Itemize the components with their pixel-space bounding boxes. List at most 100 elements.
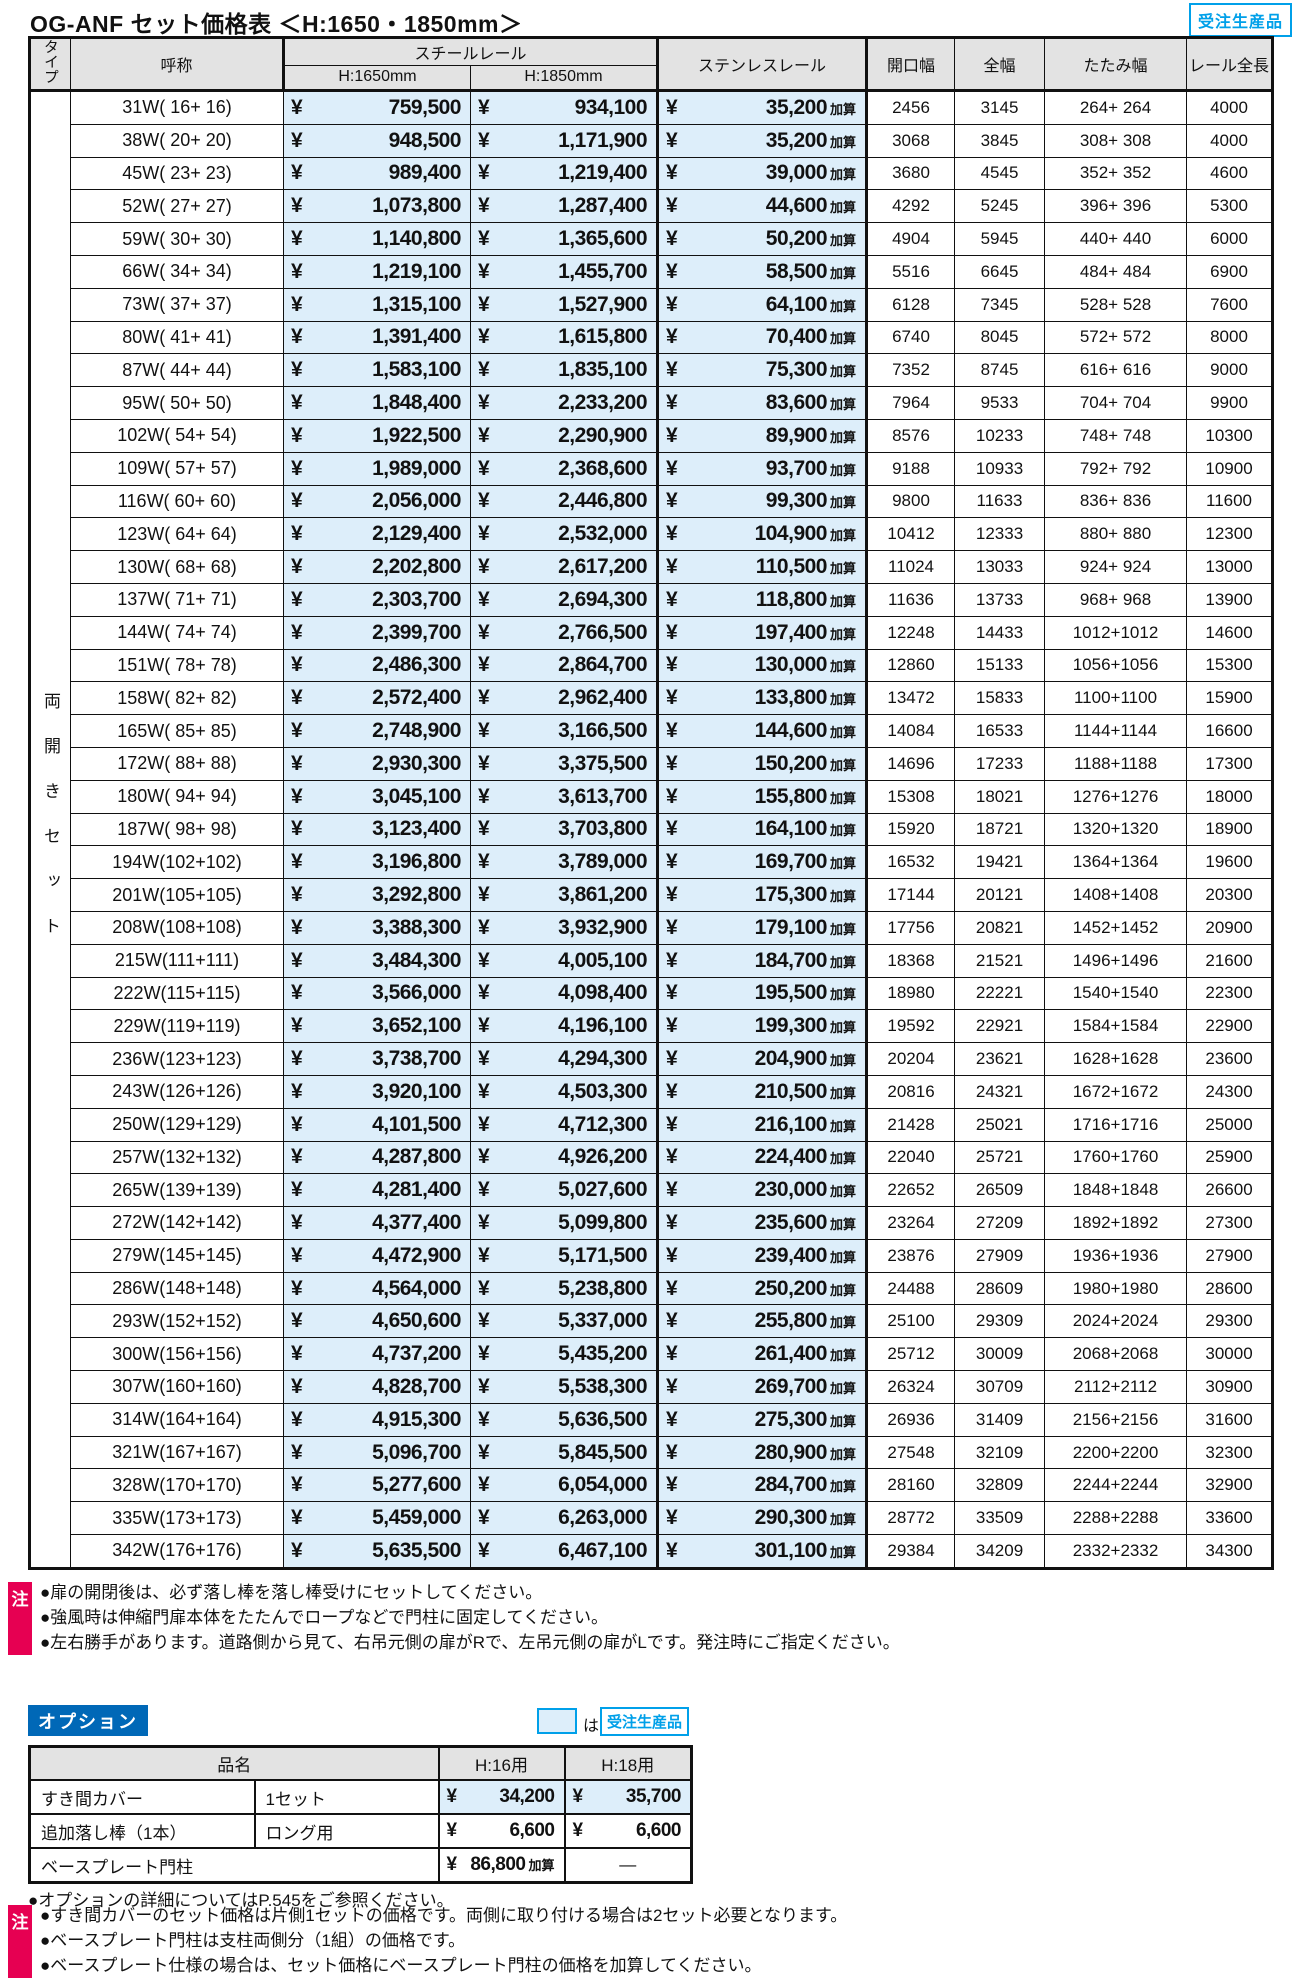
steel-1850-price: ¥3,861,200	[469, 878, 659, 912]
stainless-price: ¥195,500 加算	[656, 976, 868, 1011]
stainless-price: ¥83,600 加算	[656, 386, 868, 420]
stainless-price: ¥35,200 加算	[656, 123, 868, 158]
opening-width: 11636	[865, 582, 956, 617]
opening-width: 14696	[865, 746, 956, 781]
steel-1650-price: ¥4,287,800	[283, 1140, 471, 1175]
stainless-price: ¥93,700 加算	[656, 451, 868, 486]
steel-1650-price: ¥3,292,800	[283, 878, 471, 912]
steel-1850-price: ¥2,532,000	[469, 517, 659, 552]
steel-1650-price: ¥759,500	[283, 89, 471, 125]
rail-length: 12300	[1186, 517, 1274, 552]
model-name: 137W( 71+ 71)	[70, 582, 284, 617]
rail-length: 18900	[1186, 812, 1274, 847]
stainless-price: ¥130,000 加算	[656, 648, 868, 683]
steel-1650-price: ¥4,564,000	[283, 1271, 471, 1306]
stainless-price: ¥284,700 加算	[656, 1468, 868, 1503]
steel-1650-price: ¥2,748,900	[283, 714, 471, 748]
steel-1650-price: ¥4,650,600	[283, 1304, 471, 1339]
model-name: 180W( 94+ 94)	[70, 779, 284, 814]
full-width: 23621	[954, 1042, 1046, 1076]
stainless-price: ¥210,500 加算	[656, 1074, 868, 1109]
opening-width: 22040	[865, 1140, 956, 1175]
option-price-h16: ¥6,600	[437, 1813, 566, 1849]
spec-row: 80W( 41+ 41) ¥1,391,400 ¥1,615,800 ¥70,400 加…	[30, 320, 1274, 355]
folding-width: 748+ 748	[1044, 418, 1188, 453]
spec-row: 286W(148+148) ¥4,564,000 ¥5,238,800 ¥250,20…	[30, 1271, 1274, 1306]
spec-row: 321W(167+167) ¥5,096,700 ¥5,845,500 ¥280,90…	[30, 1435, 1274, 1470]
opening-width: 11024	[865, 550, 956, 584]
model-name: 229W(119+119)	[70, 1009, 284, 1044]
stainless-price: ¥290,300 加算	[656, 1501, 868, 1536]
steel-1850-price: ¥1,835,100	[469, 353, 659, 388]
full-width: 32809	[954, 1468, 1046, 1503]
model-name: 222W(115+115)	[70, 976, 284, 1011]
full-width: 5945	[954, 222, 1046, 256]
folding-width: 1628+1628	[1044, 1042, 1188, 1076]
opening-width: 4904	[865, 222, 956, 256]
spec-row: 123W( 64+ 64) ¥2,129,400 ¥2,532,000 ¥104,90…	[30, 517, 1274, 552]
folding-width: 968+ 968	[1044, 582, 1188, 617]
model-name: 243W(126+126)	[70, 1074, 284, 1109]
full-width: 15133	[954, 648, 1046, 683]
spec-row: 187W( 98+ 98) ¥3,123,400 ¥3,703,800 ¥164,10…	[30, 812, 1274, 847]
spec-row: 236W(123+123) ¥3,738,700 ¥4,294,300 ¥204,90…	[30, 1042, 1274, 1076]
model-name: 321W(167+167)	[70, 1435, 284, 1470]
model-name: 328W(170+170)	[70, 1468, 284, 1503]
steel-1650-price: ¥4,101,500	[283, 1107, 471, 1142]
full-width: 13033	[954, 550, 1046, 584]
steel-1650-price: ¥1,073,800	[283, 189, 471, 224]
folding-width: 1364+1364	[1044, 845, 1188, 880]
folding-width: 836+ 836	[1044, 484, 1188, 519]
steel-1650-price: ¥5,096,700	[283, 1435, 471, 1470]
opening-width: 20204	[865, 1042, 956, 1076]
rail-length: 27900	[1186, 1238, 1274, 1273]
note-line: ●扉の開閉後は、必ず落し棒を落し棒受けにセットしてください。	[40, 1583, 543, 1602]
spec-row: 194W(102+102) ¥3,196,800 ¥3,789,000 ¥169,70…	[30, 845, 1274, 880]
steel-1850-price: ¥4,196,100	[469, 1009, 659, 1044]
rail-length: 4000	[1186, 123, 1274, 158]
rail-length: 25900	[1186, 1140, 1274, 1175]
steel-1650-price: ¥5,277,600	[283, 1468, 471, 1503]
rail-length: 8000	[1186, 320, 1274, 355]
stainless-price: ¥50,200 加算	[656, 222, 868, 256]
folding-width: 1320+1320	[1044, 812, 1188, 847]
option-name: ベースプレート門柱	[28, 1847, 440, 1884]
steel-1850-price: ¥3,932,900	[469, 910, 659, 945]
folding-width: 1848+1848	[1044, 1173, 1188, 1208]
steel-1650-price: ¥1,848,400	[283, 386, 471, 420]
folding-width: 308+ 308	[1044, 123, 1188, 158]
model-name: 66W( 34+ 34)	[70, 254, 284, 289]
option-price-h16: ¥34,200	[437, 1779, 566, 1815]
rail-length: 31600	[1186, 1402, 1274, 1437]
spec-row: 201W(105+105) ¥3,292,800 ¥3,861,200 ¥175,30…	[30, 878, 1274, 912]
option-row: ベースプレート門柱 ¥86,800 加算 ―	[28, 1847, 693, 1884]
stainless-price: ¥164,100 加算	[656, 812, 868, 847]
rail-length: 25000	[1186, 1107, 1274, 1142]
steel-1850-price: ¥5,099,800	[469, 1206, 659, 1240]
stainless-price: ¥224,400 加算	[656, 1140, 868, 1175]
full-width: 10933	[954, 451, 1046, 486]
option-price-h16: ¥86,800 加算	[437, 1847, 566, 1884]
legend-particle: は	[583, 1718, 600, 1735]
stainless-price: ¥175,300 加算	[656, 878, 868, 912]
model-name: 335W(173+173)	[70, 1501, 284, 1536]
stainless-price: ¥44,600 加算	[656, 189, 868, 224]
full-width: 3145	[954, 89, 1046, 125]
steel-1650-price: ¥4,828,700	[283, 1370, 471, 1404]
steel-1850-price: ¥3,703,800	[469, 812, 659, 847]
stainless-price: ¥35,200 加算	[656, 89, 868, 125]
model-name: 187W( 98+ 98)	[70, 812, 284, 847]
folding-width: 484+ 484	[1044, 254, 1188, 289]
opening-width: 10412	[865, 517, 956, 552]
spec-row: 180W( 94+ 94) ¥3,045,100 ¥3,613,700 ¥155,80…	[30, 779, 1274, 814]
full-width: 19421	[954, 845, 1046, 880]
steel-1650-price: ¥3,652,100	[283, 1009, 471, 1044]
steel-1650-price: ¥1,219,100	[283, 254, 471, 289]
folding-width: 616+ 616	[1044, 353, 1188, 388]
stainless-price: ¥104,900 加算	[656, 517, 868, 552]
steel-1650-price: ¥3,045,100	[283, 779, 471, 814]
full-width: 34209	[954, 1534, 1046, 1569]
full-width: 33509	[954, 1501, 1046, 1536]
steel-1850-price: ¥5,171,500	[469, 1238, 659, 1273]
opening-width: 22652	[865, 1173, 956, 1208]
